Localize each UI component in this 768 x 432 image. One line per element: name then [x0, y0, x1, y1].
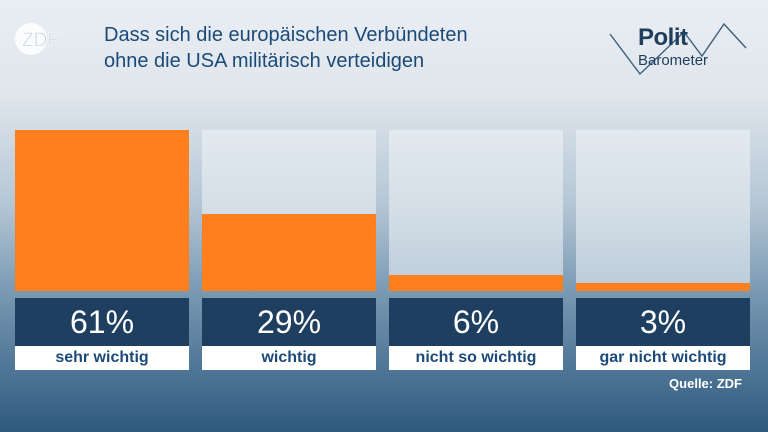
category-label: wichtig	[202, 346, 376, 370]
politbarometer-logo: Polit Barometer	[600, 16, 760, 86]
chart-title: Dass sich die europäischen Verbündeten o…	[104, 22, 574, 74]
politbarometer-title: Polit	[638, 24, 688, 51]
value-label: 6%	[389, 298, 563, 346]
category-label: sehr wichtig	[15, 346, 189, 370]
chart-title-line-1: Dass sich die europäischen Verbündeten	[104, 24, 468, 46]
politbarometer-zigzag-icon	[609, 22, 747, 76]
bar-background	[389, 130, 563, 291]
bar-background	[576, 130, 750, 291]
source-label: Quelle: ZDF	[669, 376, 742, 391]
zdf-logo: ZDF	[15, 23, 59, 55]
value-label: 61%	[15, 298, 189, 346]
category-label: nicht so wichtig	[389, 346, 563, 370]
value-label: 3%	[576, 298, 750, 346]
politbarometer-subtitle: Barometer	[638, 52, 709, 69]
category-label: gar nicht wichtig	[576, 346, 750, 370]
bar	[15, 130, 189, 291]
value-label: 29%	[202, 298, 376, 346]
bar	[202, 214, 376, 291]
chart-title-line-2: ohne die USA militärisch verteidigen	[104, 50, 425, 72]
bar	[389, 275, 563, 291]
bar	[576, 283, 750, 291]
zdf-logo-text: ZDF	[22, 30, 59, 51]
